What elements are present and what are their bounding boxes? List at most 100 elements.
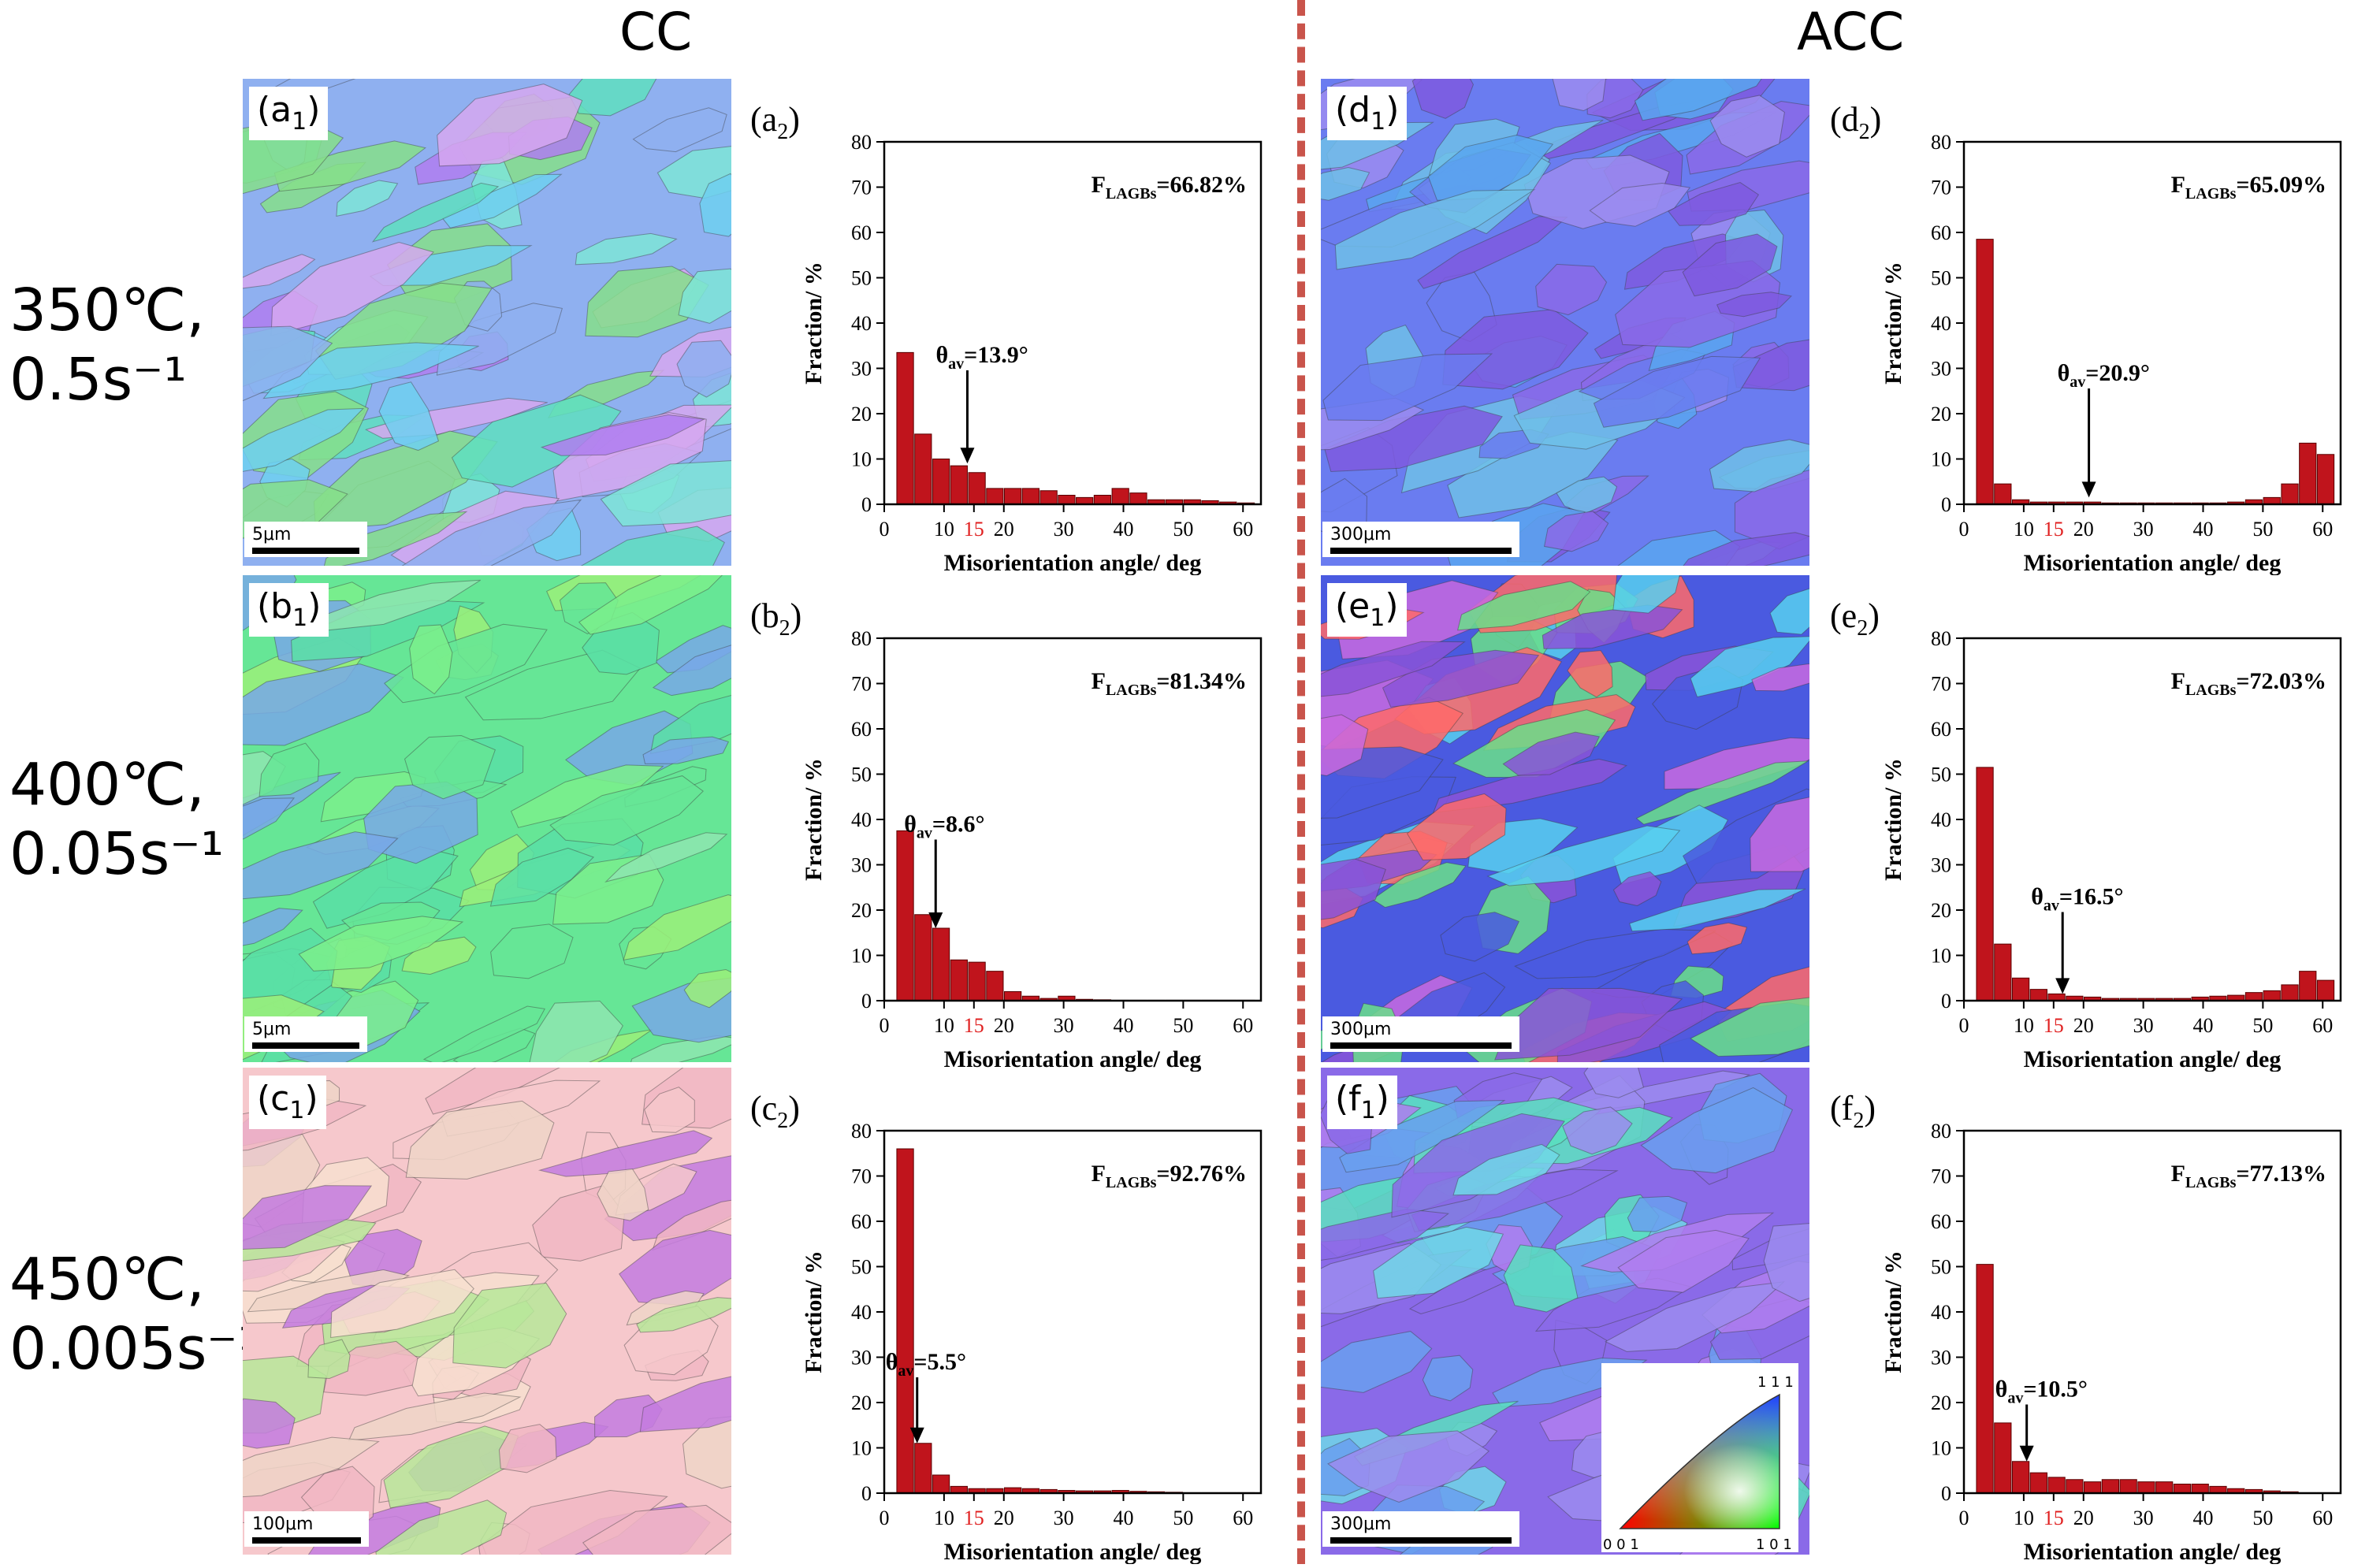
y-tick-label: 0 bbox=[1941, 990, 1951, 1013]
y-tick-label: 60 bbox=[851, 1210, 872, 1233]
grain bbox=[1709, 439, 1809, 492]
ebsd-map-e1 bbox=[1321, 575, 1809, 1062]
histogram-bar bbox=[896, 1148, 914, 1494]
x-tick-label: 20 bbox=[994, 1507, 1014, 1529]
panel-sub: 1 bbox=[1360, 1096, 1376, 1124]
x-tick-label: 30 bbox=[1054, 1507, 1074, 1529]
chart-panel-letter: a bbox=[762, 100, 778, 139]
panel-label-b1: (b1) bbox=[249, 583, 329, 637]
grain bbox=[1682, 233, 1778, 297]
grain bbox=[1634, 79, 1780, 121]
grain bbox=[270, 241, 435, 336]
grain bbox=[1589, 182, 1691, 227]
grain bbox=[652, 1195, 731, 1251]
grain bbox=[258, 742, 320, 797]
y-tick-label: 0 bbox=[861, 990, 872, 1013]
y-tick-label: 40 bbox=[851, 808, 872, 831]
theta-annotation: θav=16.5° bbox=[2031, 884, 2123, 915]
row-strain-rate: 0.5s⁻¹ bbox=[9, 346, 187, 414]
theta-annotation: θav=10.5° bbox=[1995, 1377, 2088, 1407]
grain bbox=[307, 1339, 351, 1379]
grain bbox=[1422, 1354, 1474, 1402]
grain bbox=[585, 266, 709, 338]
x-tick-label: 10 bbox=[934, 1507, 954, 1529]
grain bbox=[243, 1185, 373, 1250]
y-tick-label: 20 bbox=[1931, 899, 1951, 922]
x-tick-label: 50 bbox=[1173, 518, 1193, 541]
x-tick-label: 0 bbox=[1959, 1507, 1969, 1529]
theta-arrow-head bbox=[960, 448, 975, 464]
scale-bar-label: 5μm bbox=[252, 1020, 292, 1039]
grain bbox=[1640, 1087, 1794, 1174]
histogram-bar bbox=[2155, 1481, 2174, 1494]
y-tick-label: 40 bbox=[1931, 312, 1951, 335]
grain bbox=[437, 84, 583, 167]
grain bbox=[582, 1504, 731, 1555]
x-tick-label: 30 bbox=[2133, 1014, 2154, 1037]
x-tick-label: 15 bbox=[964, 1014, 984, 1037]
chart-panel-label: (e2) bbox=[1830, 596, 1880, 641]
theta-annotation: θav=13.9° bbox=[935, 342, 1028, 373]
histogram-bar bbox=[1994, 943, 2012, 1001]
grain bbox=[1674, 532, 1809, 566]
chart-panel-label: (f2) bbox=[1830, 1089, 1876, 1133]
histogram-bar bbox=[2119, 1479, 2137, 1494]
ipf-label-101: 1 0 1 bbox=[1756, 1536, 1792, 1552]
y-tick-label: 50 bbox=[851, 1256, 872, 1279]
x-tick-label: 15 bbox=[2044, 1014, 2064, 1037]
panel-label-e1: (e1) bbox=[1327, 583, 1407, 637]
y-tick-label: 60 bbox=[851, 718, 872, 741]
y-tick-label: 60 bbox=[851, 221, 872, 244]
scale-bar-a1: 5μm bbox=[244, 522, 367, 557]
chart-panel-label: (b2) bbox=[750, 596, 801, 641]
grain bbox=[1769, 587, 1809, 635]
grain bbox=[1535, 263, 1608, 316]
grain bbox=[330, 1269, 474, 1339]
scale-bar-line bbox=[252, 1537, 361, 1544]
panel-sub: 1 bbox=[292, 107, 307, 136]
y-tick-label: 50 bbox=[851, 764, 872, 786]
histogram-e2: (e2) 0 10 20 30 40 50 60 70 80 0 10 15 20 30 40 50 60 Miso… bbox=[1820, 575, 2356, 1072]
y-tick-label: 50 bbox=[1931, 267, 1951, 290]
x-tick-label: 10 bbox=[934, 1014, 954, 1037]
ebsd-map-b1 bbox=[243, 575, 731, 1062]
grain bbox=[540, 414, 705, 456]
histogram-bar bbox=[2263, 496, 2281, 505]
histogram-bar bbox=[1994, 1422, 2012, 1494]
grain bbox=[1567, 650, 1613, 698]
x-axis-label: Misorientation angle/ deg bbox=[2024, 1046, 2282, 1072]
grain bbox=[409, 624, 453, 695]
row-strain-rate: 0.005s⁻¹ bbox=[9, 1315, 262, 1383]
panel-sub: 1 bbox=[289, 1096, 305, 1124]
column-title-acc: ACC bbox=[1797, 2, 1905, 62]
x-tick-label: 50 bbox=[1173, 1507, 1193, 1529]
x-tick-label: 40 bbox=[1113, 1507, 1133, 1529]
x-tick-label: 15 bbox=[2044, 1507, 2064, 1529]
scale-bar-line bbox=[252, 548, 359, 554]
grain bbox=[1583, 1068, 1645, 1098]
theta-annotation: θav=8.6° bbox=[904, 812, 984, 842]
x-tick-label: 30 bbox=[1054, 1014, 1074, 1037]
x-tick-label: 20 bbox=[994, 1014, 1014, 1037]
grain bbox=[597, 1168, 649, 1221]
grain bbox=[1336, 580, 1499, 660]
grain bbox=[378, 381, 440, 451]
histogram-bar bbox=[2244, 992, 2263, 1001]
grain bbox=[656, 145, 731, 199]
grain bbox=[631, 975, 731, 1043]
histogram-a2: (a2) 0 10 20 30 40 50 60 70 80 0 10 15 20 30 40 50 60 Miso… bbox=[741, 79, 1277, 576]
grain bbox=[1668, 182, 1760, 226]
y-axis-label: Fraction/ % bbox=[801, 262, 827, 385]
panel-letter: f bbox=[1348, 1079, 1361, 1119]
grain bbox=[1502, 731, 1601, 776]
y-axis-label: Fraction/ % bbox=[1880, 758, 1906, 881]
grain bbox=[682, 1414, 731, 1489]
theta-arrow-head bbox=[2081, 481, 2096, 498]
grain bbox=[567, 526, 725, 566]
histogram-bar bbox=[2281, 483, 2299, 505]
histogram-bar bbox=[2191, 1484, 2209, 1494]
grain bbox=[1750, 793, 1809, 872]
grain bbox=[1716, 292, 1793, 318]
scale-bar-label: 5μm bbox=[252, 525, 292, 544]
histogram-bar bbox=[1021, 488, 1040, 505]
